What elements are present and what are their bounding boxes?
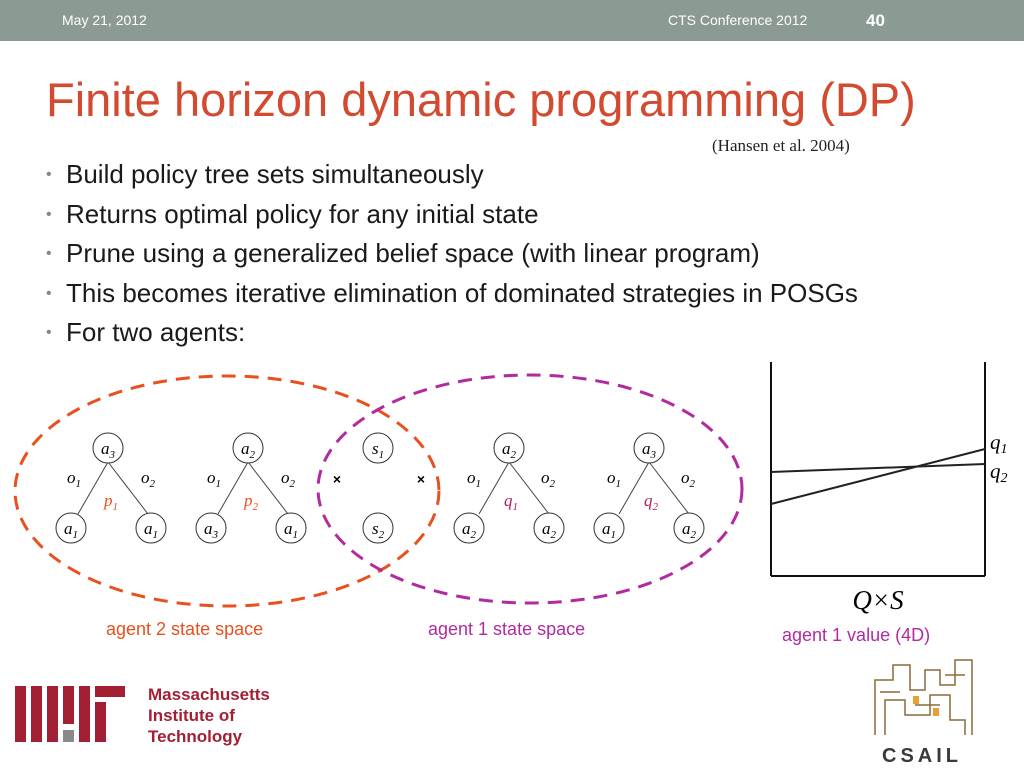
plot-x-label: Q×S: [852, 585, 904, 615]
svg-text:p2: p2: [243, 491, 259, 513]
svg-text:a2: a2: [241, 439, 256, 461]
svg-text:o1: o1: [67, 468, 81, 490]
line-label-q1: q1: [990, 430, 1008, 457]
mit-logo-icon: [15, 686, 125, 742]
svg-text:a3: a3: [101, 439, 116, 461]
svg-text:a1: a1: [284, 519, 298, 541]
svg-text:a2: a2: [682, 519, 697, 541]
svg-text:a1: a1: [144, 519, 158, 541]
conference-name: CTS Conference 2012: [668, 12, 808, 28]
bullet-item: Returns optimal policy for any initial s…: [44, 195, 858, 235]
cross-symbol: ×: [333, 471, 341, 487]
csail-building-icon: [874, 659, 973, 735]
page-number: 40: [866, 11, 885, 30]
tree-node: [135, 512, 167, 544]
svg-text:o1: o1: [207, 468, 221, 490]
svg-text:o2: o2: [541, 468, 556, 490]
agent2-state-space-ellipse: [13, 374, 441, 608]
tree-node: [55, 512, 87, 544]
policy-tree-p1: a3 a1 a1 o1 o2 p1: [55, 432, 167, 544]
policy-tree-q2: a3 a1 a2 o1 o2 q2: [593, 432, 705, 544]
svg-text:a1: a1: [602, 519, 616, 541]
policy-tree-q1: a2 a2 a2 o1 o2 q1: [453, 432, 565, 544]
bullet-item: For two agents:: [44, 313, 858, 353]
mit-wordmark-line2: Institute of: [148, 706, 235, 725]
caption-agent1-state-space: agent 1 state space: [428, 619, 586, 639]
agent1-state-space-ellipse: [316, 373, 744, 605]
value-line-q1: [770, 448, 986, 505]
bullet-list: Build policy tree sets simultaneously Re…: [44, 155, 858, 353]
value-line-q2: [770, 463, 986, 473]
tree-node: [533, 512, 565, 544]
svg-text:q1: q1: [504, 491, 518, 513]
tree-node: [195, 512, 227, 544]
svg-text:s1: s1: [372, 439, 384, 461]
tree-node: [673, 512, 705, 544]
slide-date: May 21, 2012: [62, 12, 147, 28]
svg-text:a2: a2: [462, 519, 477, 541]
svg-text:o2: o2: [141, 468, 156, 490]
state-node-s1: [362, 432, 394, 464]
svg-text:o1: o1: [467, 468, 481, 490]
tree-node: [275, 512, 307, 544]
caption-agent1-value: agent 1 value (4D): [782, 625, 931, 645]
tree-node: [453, 512, 485, 544]
bullet-item: This becomes iterative elimination of do…: [44, 274, 858, 314]
bullet-item: Build policy tree sets simultaneously: [44, 155, 858, 195]
tree-node: [593, 512, 625, 544]
csail-wordmark: CSAIL: [882, 745, 962, 767]
state-nodes: s1 s2 × ×: [333, 432, 425, 544]
svg-text:p1: p1: [103, 491, 118, 513]
svg-text:s2: s2: [372, 519, 385, 541]
state-node-s2: [362, 512, 394, 544]
value-plot: q1 q2 Q×S: [770, 362, 1008, 615]
svg-text:o1: o1: [607, 468, 621, 490]
mit-wordmark-line3: Technology: [148, 727, 243, 746]
tree-node: [493, 432, 525, 464]
svg-text:q2: q2: [644, 491, 659, 513]
svg-text:a2: a2: [502, 439, 517, 461]
tree-node: [633, 432, 665, 464]
svg-text:a1: a1: [64, 519, 78, 541]
header-bar: May 21, 2012 CTS Conference 2012 40: [0, 0, 1024, 41]
cross-symbol: ×: [417, 471, 425, 487]
svg-text:a3: a3: [642, 439, 657, 461]
mit-wordmark-line1: Massachusetts: [148, 685, 270, 704]
line-label-q2: q2: [990, 459, 1008, 486]
svg-text:a3: a3: [204, 519, 219, 541]
policy-tree-p2: a2 a3 a1 o1 o2 p2: [195, 432, 307, 544]
bullet-item: Prune using a generalized belief space (…: [44, 234, 858, 274]
csail-window-accents: [913, 696, 939, 716]
svg-text:a2: a2: [542, 519, 557, 541]
svg-text:o2: o2: [281, 468, 296, 490]
citation: (Hansen et al. 2004): [712, 136, 850, 155]
caption-agent2-state-space: agent 2 state space: [106, 619, 264, 639]
tree-node: [232, 432, 264, 464]
svg-text:o2: o2: [681, 468, 696, 490]
slide-title: Finite horizon dynamic programming (DP): [46, 73, 916, 126]
tree-node: [92, 432, 124, 464]
